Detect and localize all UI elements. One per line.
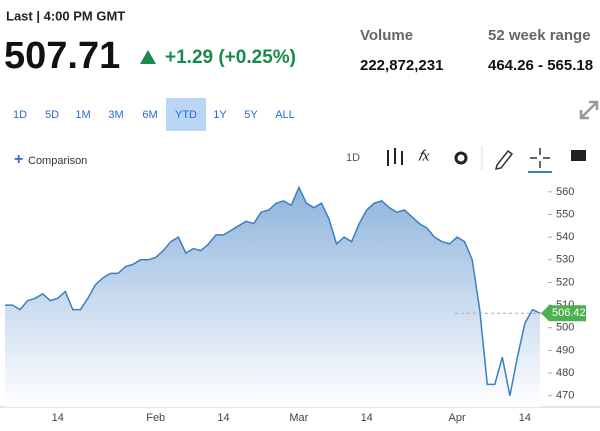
range-button[interactable]: 6M: [142, 109, 157, 121]
range-button[interactable]: 3M: [108, 109, 123, 121]
range-button[interactable]: 5D: [45, 109, 59, 121]
y-tick-label: 480: [556, 367, 574, 379]
crosshair-icon[interactable]: [530, 148, 550, 168]
last-price-label: 506.42: [552, 307, 586, 319]
expand-icon[interactable]: [579, 100, 599, 120]
range-button[interactable]: 1M: [75, 109, 90, 121]
plus-icon: +: [14, 151, 23, 168]
x-tick-label: Mar: [289, 412, 308, 424]
y-tick-label: 540: [556, 231, 574, 243]
y-tick-label: 490: [556, 344, 574, 356]
y-tick-label: 470: [556, 390, 574, 402]
active-range-bg: [166, 98, 206, 131]
price: 507.71: [4, 35, 120, 77]
y-tick-label: 520: [556, 276, 574, 288]
fx-icon[interactable]: 𝑓x: [418, 148, 430, 164]
x-tick-label: 14: [361, 412, 373, 424]
last-price-tag: [541, 305, 586, 322]
change: +1.29 (+0.25%): [165, 47, 296, 68]
range-button[interactable]: 1D: [13, 109, 27, 121]
x-tick-label: Feb: [146, 412, 165, 424]
last-time: Last | 4:00 PM GMT: [6, 8, 125, 23]
x-tick-label: Apr: [449, 412, 466, 424]
y-tick-label: 560: [556, 186, 574, 198]
range-button[interactable]: 5Y: [244, 109, 258, 121]
settings-icon[interactable]: [454, 151, 468, 165]
draw-icon[interactable]: [494, 149, 514, 170]
volume: 222,872,231: [360, 57, 443, 74]
range-button[interactable]: 1Y: [213, 109, 227, 121]
range: 464.26 - 565.18: [488, 57, 593, 74]
range-button[interactable]: YTD: [175, 109, 197, 121]
y-tick-label: 500: [556, 322, 574, 334]
y-tick-label: 530: [556, 254, 574, 266]
candle-icon[interactable]: [387, 148, 403, 166]
x-tick-label: 14: [52, 412, 64, 424]
interval[interactable]: 1D: [346, 152, 360, 164]
volume-label: Volume: [360, 27, 413, 44]
comparison[interactable]: Comparison: [28, 155, 87, 167]
range-label: 52 week range: [488, 27, 591, 44]
x-tick-label: 14: [217, 412, 229, 424]
up-arrow: [140, 50, 156, 64]
range-button[interactable]: ALL: [275, 109, 295, 121]
line: [5, 185, 541, 396]
area: [5, 187, 540, 407]
y-tick-label: 550: [556, 208, 574, 220]
x-tick-label: 14: [519, 412, 531, 424]
comment-icon[interactable]: [571, 150, 586, 161]
